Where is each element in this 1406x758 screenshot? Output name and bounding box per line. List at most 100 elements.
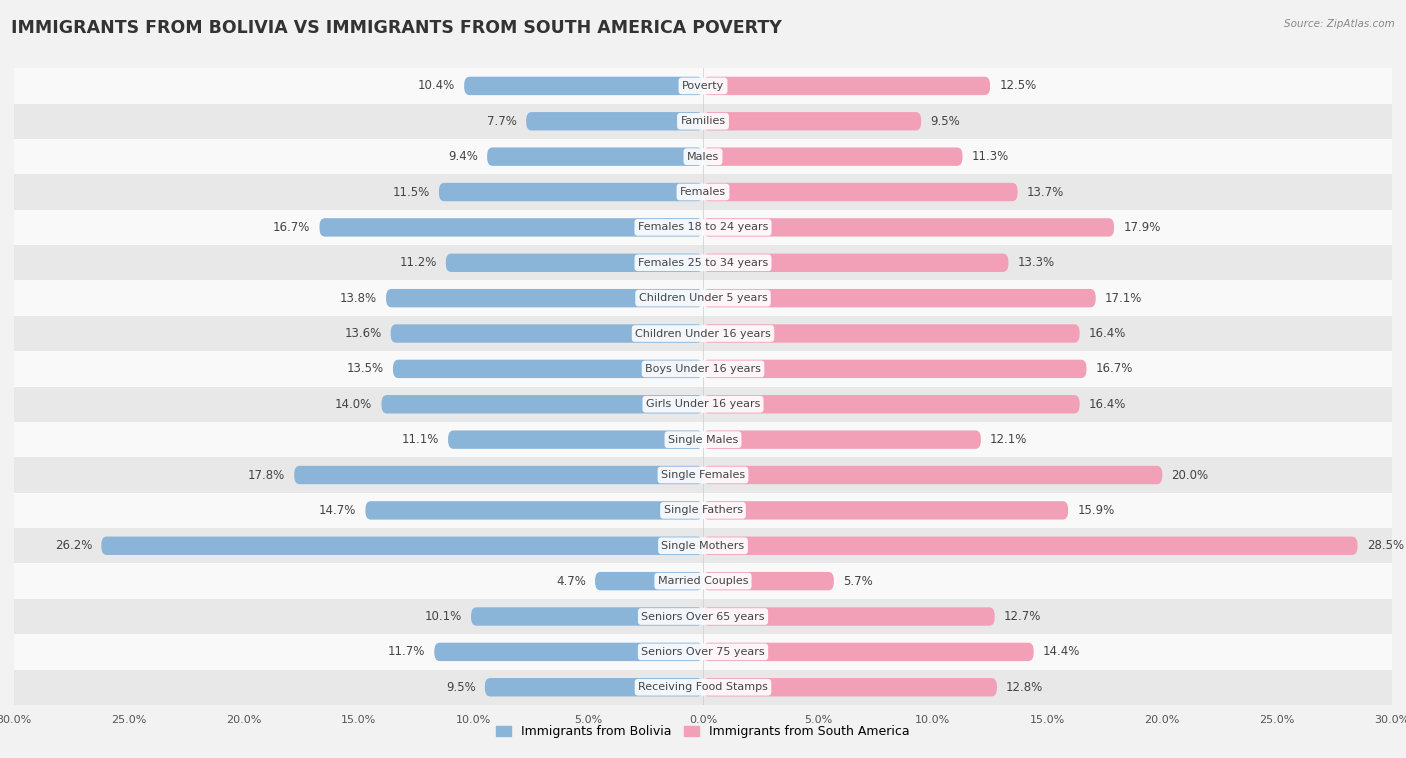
FancyBboxPatch shape [434, 643, 703, 661]
Bar [14, 210, 1392, 245]
Bar [14, 457, 1392, 493]
Text: 14.7%: 14.7% [319, 504, 356, 517]
Text: 12.7%: 12.7% [1004, 610, 1042, 623]
FancyBboxPatch shape [446, 254, 703, 272]
Text: 17.8%: 17.8% [247, 468, 285, 481]
FancyBboxPatch shape [703, 395, 1080, 413]
Text: Children Under 5 years: Children Under 5 years [638, 293, 768, 303]
FancyBboxPatch shape [703, 218, 1114, 236]
Text: Males: Males [688, 152, 718, 161]
Text: 14.0%: 14.0% [335, 398, 373, 411]
Text: 13.5%: 13.5% [347, 362, 384, 375]
Bar [14, 634, 1392, 669]
Text: 12.1%: 12.1% [990, 433, 1028, 446]
FancyBboxPatch shape [439, 183, 703, 201]
Bar [14, 387, 1392, 422]
Text: Girls Under 16 years: Girls Under 16 years [645, 399, 761, 409]
FancyBboxPatch shape [366, 501, 703, 519]
Bar [14, 528, 1392, 563]
FancyBboxPatch shape [595, 572, 703, 590]
FancyBboxPatch shape [449, 431, 703, 449]
Bar [14, 139, 1392, 174]
FancyBboxPatch shape [526, 112, 703, 130]
Text: 11.5%: 11.5% [392, 186, 430, 199]
Text: Children Under 16 years: Children Under 16 years [636, 328, 770, 339]
Text: 13.3%: 13.3% [1018, 256, 1054, 269]
Text: 11.7%: 11.7% [388, 645, 425, 659]
Bar [14, 104, 1392, 139]
Text: 9.4%: 9.4% [449, 150, 478, 163]
Text: 16.7%: 16.7% [273, 221, 311, 234]
Text: 17.1%: 17.1% [1105, 292, 1142, 305]
FancyBboxPatch shape [486, 148, 703, 166]
Text: Single Males: Single Males [668, 434, 738, 445]
Bar [14, 599, 1392, 634]
FancyBboxPatch shape [703, 254, 1008, 272]
FancyBboxPatch shape [485, 678, 703, 697]
Text: 11.2%: 11.2% [399, 256, 437, 269]
FancyBboxPatch shape [703, 183, 1018, 201]
Text: Females: Females [681, 187, 725, 197]
Text: Families: Families [681, 116, 725, 127]
Text: Poverty: Poverty [682, 81, 724, 91]
FancyBboxPatch shape [101, 537, 703, 555]
FancyBboxPatch shape [703, 289, 1095, 307]
Text: 20.0%: 20.0% [1171, 468, 1209, 481]
Text: 9.5%: 9.5% [446, 681, 475, 694]
FancyBboxPatch shape [703, 112, 921, 130]
Text: 4.7%: 4.7% [555, 575, 586, 587]
Text: 12.5%: 12.5% [1000, 80, 1036, 92]
Bar [14, 493, 1392, 528]
Text: Boys Under 16 years: Boys Under 16 years [645, 364, 761, 374]
FancyBboxPatch shape [703, 643, 1033, 661]
FancyBboxPatch shape [381, 395, 703, 413]
Bar [14, 68, 1392, 104]
FancyBboxPatch shape [703, 466, 1163, 484]
Text: Single Fathers: Single Fathers [664, 506, 742, 515]
Text: 13.6%: 13.6% [344, 327, 381, 340]
Text: Seniors Over 75 years: Seniors Over 75 years [641, 647, 765, 657]
Text: 13.8%: 13.8% [340, 292, 377, 305]
Text: 9.5%: 9.5% [931, 114, 960, 128]
Text: 12.8%: 12.8% [1007, 681, 1043, 694]
FancyBboxPatch shape [471, 607, 703, 625]
Text: 11.1%: 11.1% [402, 433, 439, 446]
Text: 7.7%: 7.7% [486, 114, 517, 128]
Text: IMMIGRANTS FROM BOLIVIA VS IMMIGRANTS FROM SOUTH AMERICA POVERTY: IMMIGRANTS FROM BOLIVIA VS IMMIGRANTS FR… [11, 19, 782, 37]
Text: 5.7%: 5.7% [844, 575, 873, 587]
Bar [14, 245, 1392, 280]
Text: 10.1%: 10.1% [425, 610, 461, 623]
FancyBboxPatch shape [703, 148, 963, 166]
Text: 15.9%: 15.9% [1077, 504, 1115, 517]
Bar [14, 351, 1392, 387]
FancyBboxPatch shape [703, 678, 997, 697]
FancyBboxPatch shape [294, 466, 703, 484]
FancyBboxPatch shape [703, 360, 1087, 378]
FancyBboxPatch shape [703, 324, 1080, 343]
FancyBboxPatch shape [391, 324, 703, 343]
Text: 11.3%: 11.3% [972, 150, 1010, 163]
FancyBboxPatch shape [703, 431, 981, 449]
Bar [14, 316, 1392, 351]
FancyBboxPatch shape [703, 572, 834, 590]
Text: Single Mothers: Single Mothers [661, 540, 745, 551]
Bar [14, 669, 1392, 705]
Text: Source: ZipAtlas.com: Source: ZipAtlas.com [1284, 19, 1395, 29]
FancyBboxPatch shape [319, 218, 703, 236]
Text: Married Couples: Married Couples [658, 576, 748, 586]
Text: Females 25 to 34 years: Females 25 to 34 years [638, 258, 768, 268]
FancyBboxPatch shape [703, 607, 994, 625]
Bar [14, 563, 1392, 599]
Text: 13.7%: 13.7% [1026, 186, 1064, 199]
Text: Females 18 to 24 years: Females 18 to 24 years [638, 222, 768, 233]
Text: 26.2%: 26.2% [55, 539, 93, 553]
Bar [14, 280, 1392, 316]
Text: 28.5%: 28.5% [1367, 539, 1403, 553]
FancyBboxPatch shape [392, 360, 703, 378]
Text: 10.4%: 10.4% [418, 80, 456, 92]
Legend: Immigrants from Bolivia, Immigrants from South America: Immigrants from Bolivia, Immigrants from… [491, 720, 915, 744]
FancyBboxPatch shape [703, 501, 1069, 519]
Bar [14, 422, 1392, 457]
FancyBboxPatch shape [464, 77, 703, 95]
Text: Single Females: Single Females [661, 470, 745, 480]
